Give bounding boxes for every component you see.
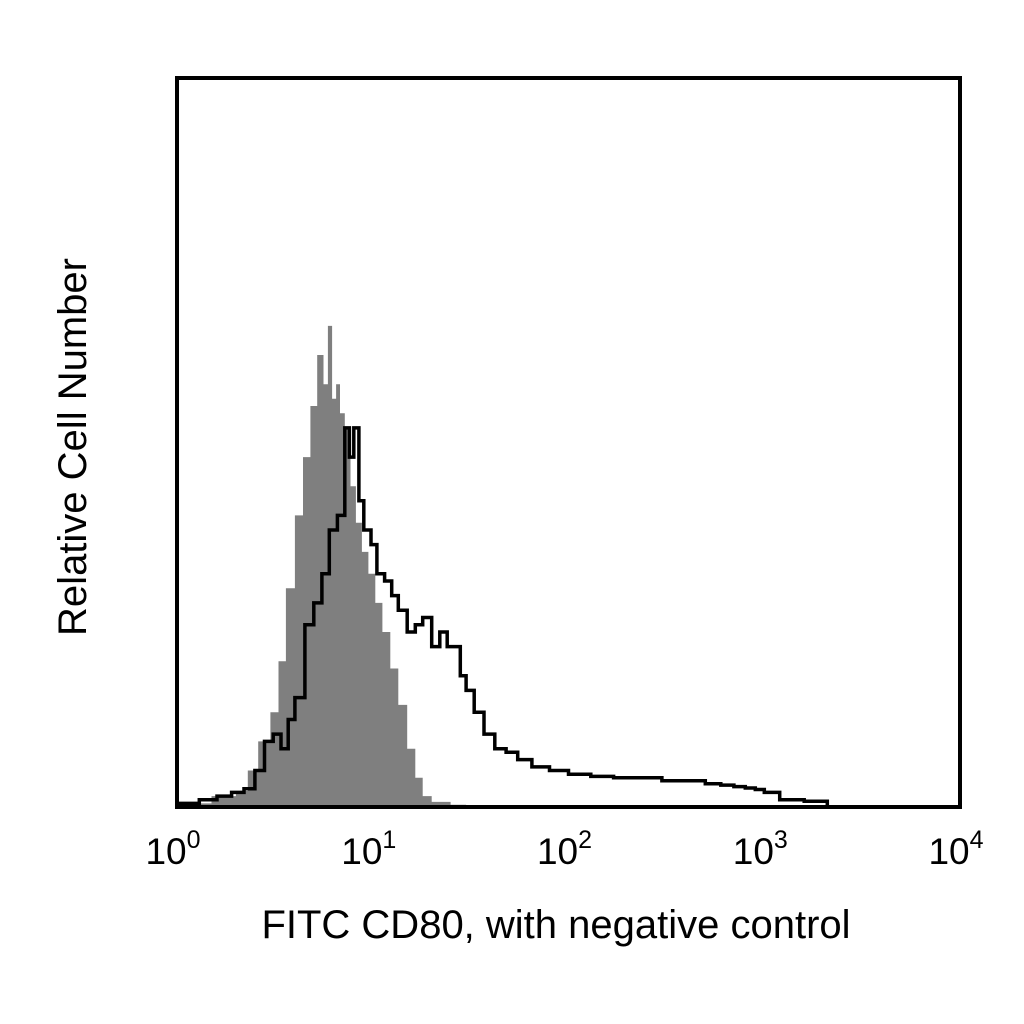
x-axis-title: FITC CD80, with negative control — [261, 903, 850, 947]
x-tick-label: 101 — [341, 826, 396, 872]
negative-control-histogram — [177, 325, 467, 807]
y-axis-title: Relative Cell Number — [51, 258, 95, 636]
cd80-histogram-line — [177, 426, 830, 807]
series-layer — [177, 325, 830, 807]
plot-frame — [175, 76, 962, 809]
x-tick-label: 103 — [733, 826, 788, 872]
x-tick-labels: 100 101 102 103 104 — [145, 826, 983, 872]
x-tick-label: 100 — [145, 826, 200, 872]
x-tick-label: 104 — [928, 826, 983, 872]
x-tick-label: 102 — [537, 826, 592, 872]
